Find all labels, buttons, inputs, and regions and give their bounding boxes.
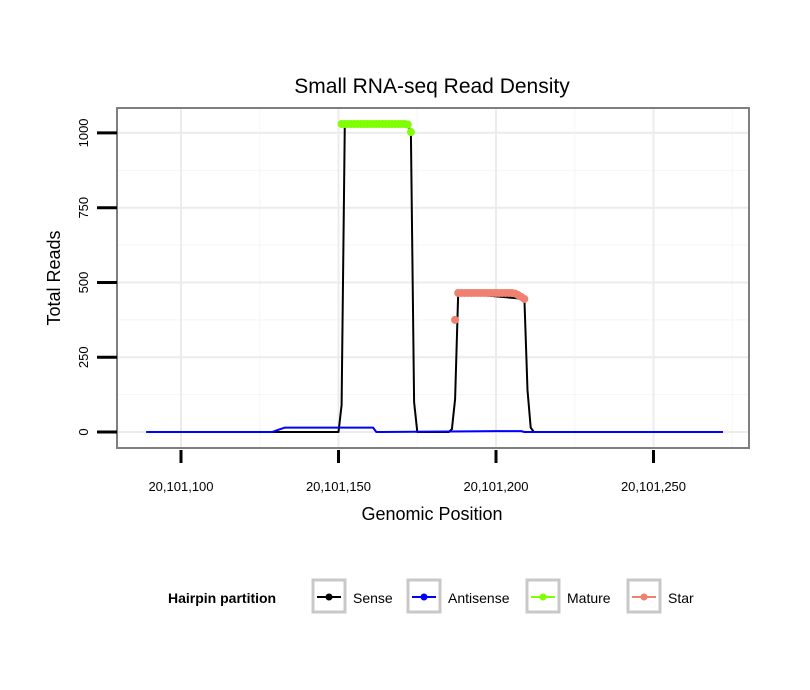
y-tick-label: 500 [76, 272, 91, 294]
legend-item-mature: Mature [525, 578, 611, 614]
legend-title: Hairpin partition [168, 590, 276, 606]
y-tick-label: 750 [76, 197, 91, 219]
x-tick-label: 20,101,200 [463, 479, 528, 494]
legend-dot-star [640, 593, 648, 601]
y-axis-title: Total Reads [44, 230, 64, 325]
data-point-mature [406, 128, 415, 137]
chart-title: Small RNA-seq Read Density [294, 75, 570, 98]
data-point-star [520, 294, 529, 303]
legend: Hairpin partition Sense Antisense Mature… [168, 578, 694, 614]
y-tick-label: 250 [76, 346, 91, 368]
legend-label-mature: Mature [567, 590, 611, 606]
data-point-mature [403, 120, 412, 129]
plot-panel [116, 107, 750, 449]
y-tick-label: 0 [76, 428, 91, 435]
legend-label-sense: Sense [353, 590, 393, 606]
legend-item-sense: Sense [311, 578, 393, 614]
legend-label-star: Star [668, 590, 694, 606]
legend-dot-antisense [420, 593, 428, 601]
x-tick-label: 20,101,250 [621, 479, 686, 494]
x-tick-label: 20,101,100 [148, 479, 213, 494]
legend-dot-sense [325, 593, 333, 601]
legend-item-antisense: Antisense [406, 578, 510, 614]
legend-dot-mature [539, 593, 547, 601]
x-tick-label: 20,101,150 [306, 479, 371, 494]
legend-item-star: Star [626, 578, 694, 614]
y-tick-label: 1000 [76, 118, 91, 147]
series-layer [146, 119, 723, 433]
series-line-antisense [146, 426, 723, 433]
data-point-star [451, 315, 460, 324]
axis-layer: 20,101,100 20,101,150 20,101,200 20,101,250… [76, 118, 686, 494]
legend-label-antisense: Antisense [448, 590, 510, 606]
x-axis-title: Genomic Position [361, 504, 502, 524]
